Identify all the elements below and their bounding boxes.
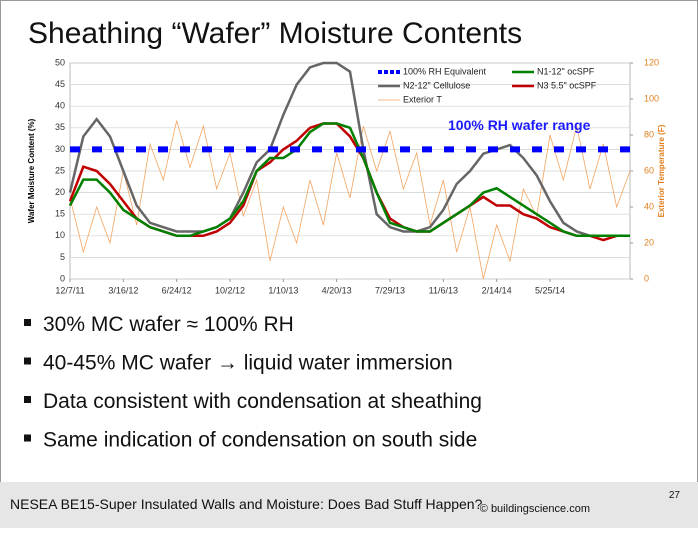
x-tick-label: 10/2/12 [215,285,245,295]
y-tick-label: 20 [55,187,65,197]
y-tick-label: 5 [60,252,65,262]
y-tick-label: 10 [55,230,65,240]
y-tick-label: 45 [55,79,65,89]
y-tick-label: 0 [60,273,65,283]
bullet-text: Data consistent with condensation at she… [43,390,482,413]
y2-tick-label: 60 [644,165,654,175]
bullets: 30% MC wafer ≈ 100% RH 40-45% MC wafer → … [24,313,482,452]
y-tick-label: 35 [55,122,65,132]
y-tick-label: 15 [55,209,65,219]
y-tick-label: 40 [55,101,65,111]
series-line [69,120,631,280]
bullet-text: Same indication of condensation on south… [43,429,477,452]
series-line [68,61,630,238]
y-axis-title: Wafer Moisture Content (%) [27,118,36,223]
y2-tick-label: 0 [644,273,649,283]
legend-label: Exterior T [403,94,442,104]
copyright: © buildingscience.com [480,503,590,515]
y-tick-label: 30 [55,144,65,154]
page-number: 27 [669,490,681,501]
annotation: 100% RH wafer range [448,117,591,133]
x-tick-label: 1/10/13 [268,285,298,295]
y-tick-label: 25 [55,165,65,175]
y2-tick-label: 120 [644,57,659,67]
series-line [68,122,630,238]
bullet-text: 30% MC wafer ≈ 100% RH [43,313,294,336]
footer: NESEA BE15-Super Insulated Walls and Moi… [10,496,483,512]
x-tick-label: 11/6/13 [429,285,458,295]
y2-tick-label: 20 [644,237,654,247]
bullet-marker [24,434,31,442]
slide-title: Sheathing “Wafer” Moisture Contents [28,17,522,50]
bullet-marker [24,357,31,365]
x-tick-label: 7/29/13 [375,285,405,295]
legend-label: N1-12" ocSPF [537,66,595,76]
y2-axis-title: Exterior Temperature (F) [657,124,666,217]
x-tick-label: 6/24/12 [162,285,192,295]
x-tick-label: 4/20/13 [322,285,352,295]
y2-tick-label: 40 [644,201,654,211]
x-tick-label: 2/14/14 [482,285,512,295]
y2-tick-label: 100 [644,93,659,103]
footer-band [0,482,698,528]
bullet-text: 40-45% MC wafer → liquid water immersion [43,352,453,375]
legend-label: 100% RH Equivalent [403,66,487,76]
x-tick-label: 12/7/11 [55,285,84,295]
bullet-marker [24,396,31,403]
x-tick-label: 5/25/14 [535,285,565,295]
legend-label: N3 5.5" ocSPF [537,80,597,90]
bullet-marker [24,319,31,326]
x-tick-label: 3/16/12 [108,285,138,295]
y2-tick-label: 80 [644,129,654,139]
legend-label: N2-12" Cellulose [403,80,470,90]
y-tick-label: 50 [55,57,65,67]
